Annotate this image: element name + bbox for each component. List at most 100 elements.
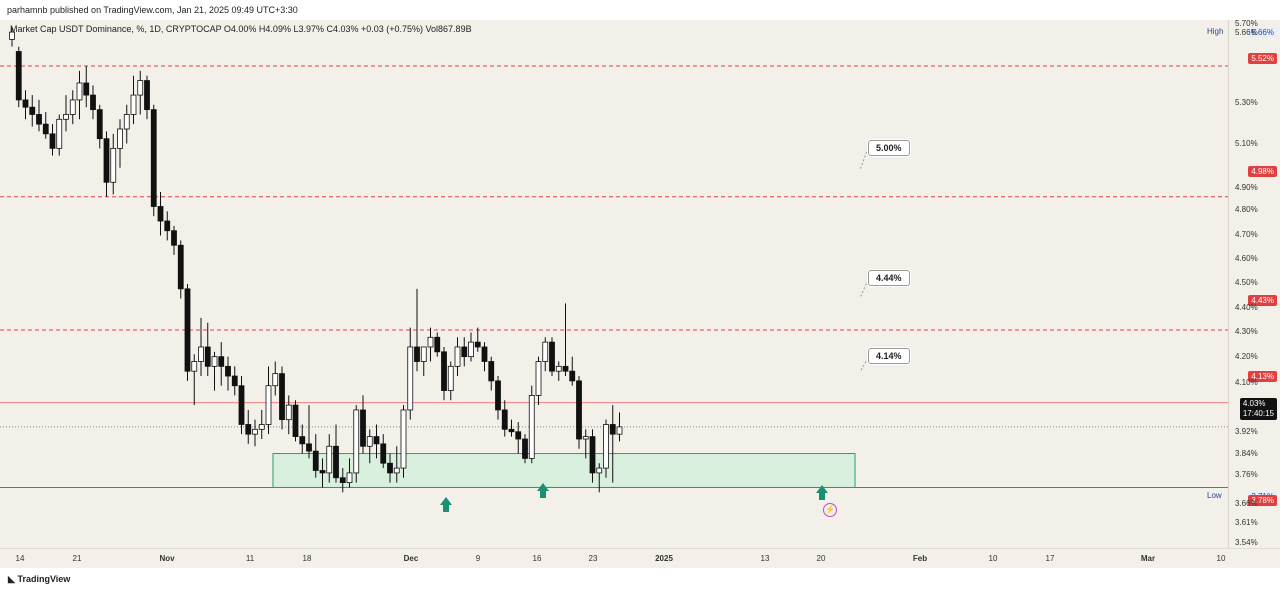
chart-pane[interactable]: Market Cap USDT Dominance, %, 1D, CRYPTO… [0, 20, 1228, 548]
candle-down [501, 409, 508, 430]
tradingview-logo-text: TradingView [17, 574, 71, 584]
candle-up [285, 404, 292, 421]
level-tag-413: 4.13% [1248, 371, 1277, 382]
price-tick: 4.50% [1235, 278, 1258, 287]
candle-up [353, 409, 360, 474]
price-tick: 4.90% [1235, 183, 1258, 192]
price-scale[interactable]: High 5.66% Low 3.71% 5.52% 4.98% 4.43% 4… [1207, 19, 1280, 548]
candle-up [596, 467, 603, 474]
callout-444[interactable]: 4.44% [868, 270, 910, 286]
price-tick: 4.40% [1235, 303, 1258, 312]
price-tick: 5.30% [1235, 98, 1258, 107]
callout-pointer-1 [859, 279, 869, 299]
candle-down [441, 351, 447, 391]
price-tick: 5.66% [1235, 28, 1258, 37]
publisher-header: parhamnb published on TradingView.com, J… [0, 0, 1280, 20]
candle-down [481, 346, 488, 362]
level-tag-378: 3.78% [1248, 495, 1277, 506]
candle-up [198, 346, 204, 362]
time-tick: 11 [245, 554, 255, 563]
candle-up [420, 346, 427, 362]
candle-up [326, 445, 333, 474]
candle-down [225, 365, 231, 377]
candle-down [549, 341, 555, 372]
candle-up [535, 361, 542, 396]
high-value: 5.66% [1248, 27, 1277, 38]
candle-down [339, 477, 346, 484]
price-tick: 4.60% [1235, 254, 1258, 263]
current-price: 4.03% [1242, 399, 1266, 408]
candle-up [542, 341, 549, 362]
candle-down [609, 424, 616, 435]
price-tick: 3.92% [1235, 427, 1258, 436]
price-tick: 3.66% [1235, 499, 1258, 508]
time-tick: 18 [302, 554, 312, 563]
candle-down [414, 346, 420, 362]
price-tick: 4.30% [1235, 327, 1258, 336]
time-tick: 20 [816, 554, 826, 563]
candle-down [333, 445, 339, 479]
tradingview-logo[interactable]: ◣ TradingView [8, 574, 70, 585]
up-arrow-icon [440, 497, 452, 512]
candle-up [252, 428, 258, 435]
candle-up [400, 409, 407, 469]
candle-down [42, 123, 49, 135]
candle-down [576, 380, 582, 440]
candle-down [144, 80, 150, 111]
level-tag-443: 4.43% [1248, 295, 1277, 306]
price-tick: 5.70% [1235, 19, 1258, 28]
footer: ◣ TradingView [0, 568, 1280, 592]
time-tick: Mar [1140, 554, 1156, 563]
lightning-icon[interactable]: ⚡ [823, 503, 837, 517]
time-tick: 10 [988, 554, 998, 563]
time-tick: Feb [912, 554, 928, 563]
candle-down [90, 94, 96, 111]
candle-up [9, 31, 15, 40]
price-tick: 3.54% [1235, 538, 1258, 547]
candle-down [279, 373, 285, 421]
price-tick: 5.10% [1235, 139, 1258, 148]
candle-down [238, 385, 245, 425]
tradingview-logo-icon: ◣ [8, 574, 15, 584]
candlestick-chart[interactable] [0, 20, 1228, 548]
price-tick: 4.70% [1235, 230, 1258, 239]
candle-up [272, 373, 279, 387]
candle-down [36, 114, 42, 125]
candle-down [292, 404, 299, 437]
candle-up [603, 424, 609, 469]
time-scale[interactable]: 14 21 Nov 11 18 Dec 9 16 23 2025 13 20 Feb 10 17 Mar 10 [0, 548, 1280, 568]
chart-legend: Market Cap USDT Dominance, %, 1D, CRYPTO… [10, 24, 472, 34]
candle-down [96, 109, 103, 140]
publisher-line: parhamnb published on TradingView.com, J… [7, 5, 298, 15]
candle-down [488, 361, 495, 382]
price-tick: 4.80% [1235, 205, 1258, 214]
callout-500[interactable]: 5.00% [868, 140, 910, 156]
candle-down [306, 443, 312, 452]
candle-down [380, 443, 387, 464]
time-tick: Nov [159, 554, 175, 563]
candle-up [454, 346, 461, 367]
candle-up [427, 336, 434, 348]
candle-up [407, 346, 414, 411]
candle-up [258, 424, 265, 430]
candle-down [218, 356, 225, 367]
time-tick: 16 [532, 554, 542, 563]
candle-down [434, 336, 441, 353]
candle-down [150, 109, 157, 207]
callout-pointer-2 [859, 357, 869, 373]
candle-up [447, 365, 454, 391]
candle-down [49, 133, 56, 149]
candle-up [555, 365, 562, 372]
candle-up [393, 467, 400, 474]
time-tick: 9 [475, 554, 481, 563]
candle-down [164, 220, 171, 232]
time-tick: Dec [403, 554, 419, 563]
callout-414[interactable]: 4.14% [868, 348, 910, 364]
time-tick: 2025 [655, 554, 673, 563]
candle-down [569, 370, 576, 382]
price-tick: 4.20% [1235, 352, 1258, 361]
time-tick: 23 [588, 554, 598, 563]
candle-up [76, 82, 83, 101]
candle-down [461, 346, 468, 358]
time-tick: 14 [15, 554, 25, 563]
